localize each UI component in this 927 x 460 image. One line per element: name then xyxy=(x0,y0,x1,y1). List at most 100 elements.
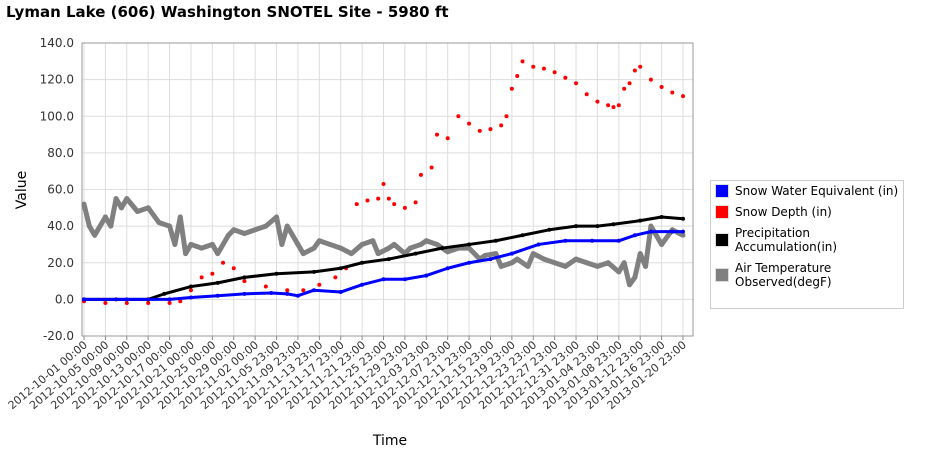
data-point xyxy=(225,232,231,238)
data-point xyxy=(370,238,376,244)
data-point xyxy=(541,256,547,262)
data-point xyxy=(413,251,418,256)
data-point xyxy=(241,230,247,236)
data-point xyxy=(509,251,514,256)
data-point xyxy=(284,223,290,229)
data-point xyxy=(252,227,258,233)
data-point xyxy=(285,291,290,296)
data-point xyxy=(124,301,129,306)
data-point xyxy=(632,68,637,73)
data-point xyxy=(467,260,472,265)
data-point xyxy=(124,196,130,202)
data-point xyxy=(525,263,531,269)
data-point xyxy=(605,260,611,266)
data-point xyxy=(499,123,504,128)
data-point xyxy=(681,229,685,234)
data-point xyxy=(167,297,172,302)
legend-swatch xyxy=(715,184,729,198)
data-point xyxy=(467,121,472,126)
data-point xyxy=(670,229,675,234)
data-point xyxy=(621,260,627,266)
data-point xyxy=(648,77,653,82)
data-point xyxy=(188,288,193,293)
data-point xyxy=(338,290,343,295)
data-point xyxy=(242,275,247,280)
data-point xyxy=(547,227,552,232)
data-point xyxy=(338,266,343,271)
data-point xyxy=(311,269,316,274)
y-tick-label: 100.0 xyxy=(40,109,74,123)
data-point xyxy=(221,260,226,265)
legend-label: Snow Water Equivalent (in) xyxy=(735,184,899,198)
data-point xyxy=(670,90,675,95)
x-axis-label: Time xyxy=(372,433,407,449)
data-point xyxy=(209,241,215,247)
data-point xyxy=(242,279,247,284)
data-point xyxy=(392,202,397,207)
data-point xyxy=(146,301,151,306)
data-point xyxy=(134,208,140,214)
data-point xyxy=(316,238,322,244)
data-point xyxy=(402,205,407,210)
legend-item-swe: Snow Water Equivalent (in) xyxy=(715,184,899,198)
data-point xyxy=(563,75,568,80)
data-point xyxy=(643,263,649,269)
data-point xyxy=(360,282,365,287)
data-point xyxy=(102,214,108,220)
data-point xyxy=(391,241,397,247)
data-point xyxy=(418,241,424,247)
data-point xyxy=(167,223,173,229)
data-point xyxy=(188,241,194,247)
y-tick-label: 40.0 xyxy=(47,219,74,233)
data-point xyxy=(338,245,344,251)
data-point xyxy=(178,299,183,304)
data-point xyxy=(386,245,392,251)
data-point xyxy=(531,64,536,69)
data-point xyxy=(82,297,86,302)
data-point xyxy=(317,282,322,287)
data-point xyxy=(520,59,525,64)
data-point xyxy=(167,301,172,306)
data-point xyxy=(242,291,247,296)
data-point xyxy=(466,245,472,251)
data-point xyxy=(659,214,664,219)
y-axis-label: Value xyxy=(14,171,30,209)
data-point xyxy=(622,86,627,91)
data-point xyxy=(274,214,280,220)
data-point xyxy=(680,232,686,238)
y-tick-label: 60.0 xyxy=(47,183,74,197)
data-point xyxy=(509,86,514,91)
data-point xyxy=(172,241,178,247)
data-point xyxy=(295,241,301,247)
data-point xyxy=(627,282,633,288)
data-point xyxy=(456,114,461,119)
data-point xyxy=(574,224,579,229)
data-point xyxy=(584,92,589,97)
data-point xyxy=(376,196,381,201)
data-point xyxy=(311,288,316,293)
data-point xyxy=(536,242,541,247)
data-point xyxy=(279,241,285,247)
data-point xyxy=(199,275,204,280)
data-point xyxy=(562,263,568,269)
data-point xyxy=(659,84,664,89)
data-point xyxy=(611,105,616,110)
data-point xyxy=(423,238,429,244)
data-point xyxy=(611,222,616,227)
data-point xyxy=(498,263,504,269)
data-point xyxy=(616,103,621,108)
data-point xyxy=(103,301,108,306)
data-point xyxy=(440,246,445,251)
data-point xyxy=(407,245,413,251)
data-point xyxy=(584,260,590,266)
data-point xyxy=(488,127,493,132)
data-point xyxy=(188,284,193,289)
data-point xyxy=(231,227,237,233)
chart-title: Lyman Lake (606) Washington SNOTEL Site … xyxy=(6,3,449,21)
data-point xyxy=(108,223,114,229)
data-point xyxy=(616,269,622,275)
data-point xyxy=(402,277,407,282)
y-tick-label: 80.0 xyxy=(47,146,74,160)
data-point xyxy=(445,136,450,141)
